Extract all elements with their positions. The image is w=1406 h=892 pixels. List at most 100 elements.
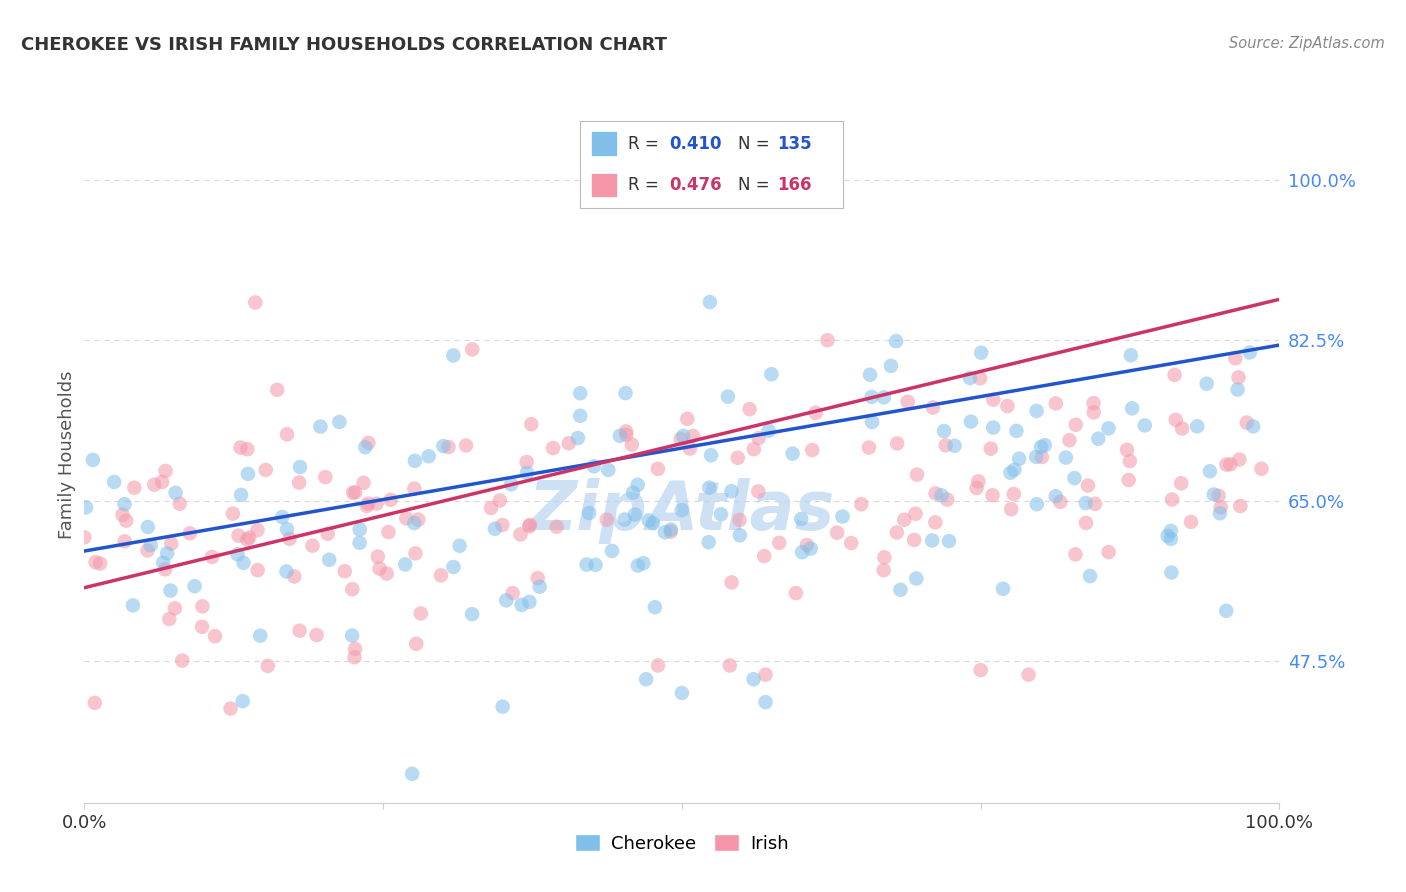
Point (115, 514, 138, 528)
Point (276, 522, 298, 536)
Point (970, 663, 993, 677)
Point (624, 508, 647, 522)
Point (1074, 516, 1097, 530)
Point (1074, 496, 1097, 510)
Point (738, 402, 761, 417)
Point (238, 531, 260, 545)
Point (754, 549, 776, 563)
Point (755, 667, 778, 681)
Point (676, 412, 699, 426)
Point (380, 492, 402, 507)
Point (276, 427, 298, 442)
Point (578, 506, 600, 520)
Point (266, 383, 288, 397)
Point (742, 672, 765, 686)
Point (839, 536, 862, 550)
Point (644, 600, 666, 615)
Point (529, 580, 551, 594)
Point (344, 485, 367, 500)
Point (782, 447, 804, 461)
Point (309, 419, 332, 434)
Point (432, 439, 454, 453)
Point (443, 560, 465, 574)
Point (1199, 464, 1222, 478)
Point (271, 510, 294, 524)
Point (136, 520, 159, 534)
Point (1059, 434, 1081, 448)
Point (395, 511, 418, 525)
Point (316, 526, 339, 541)
Point (83, 696, 105, 710)
Point (627, 558, 650, 573)
Point (232, 694, 254, 708)
Point (720, 575, 742, 590)
Point (1087, 432, 1109, 446)
Point (401, 767, 423, 781)
Point (790, 512, 813, 526)
Point (600, 544, 623, 558)
Point (659, 524, 682, 539)
Point (1227, 370, 1250, 384)
Point (859, 368, 882, 382)
Point (647, 658, 669, 673)
Point (344, 641, 367, 656)
Point (143, 477, 166, 491)
Point (283, 569, 305, 583)
Point (1160, 566, 1182, 580)
Text: CHEROKEE VS IRISH FAMILY HOUSEHOLDS CORRELATION CHART: CHEROKEE VS IRISH FAMILY HOUSEHOLDS CORR… (21, 36, 666, 54)
Point (394, 558, 416, 572)
Point (614, 427, 637, 442)
Point (699, 295, 721, 310)
Point (717, 390, 740, 404)
Point (959, 371, 981, 385)
Point (1097, 421, 1119, 435)
Point (172, 654, 194, 668)
Point (1195, 376, 1218, 391)
Point (672, 429, 695, 443)
Point (318, 552, 340, 566)
Point (340, 628, 363, 642)
Point (357, 497, 380, 511)
Point (288, 460, 311, 475)
Point (1005, 424, 1028, 438)
Point (1119, 454, 1142, 468)
Point (669, 432, 692, 446)
Point (728, 513, 751, 527)
Point (169, 497, 191, 511)
Point (980, 442, 1002, 456)
Point (1031, 450, 1053, 464)
Point (614, 425, 637, 439)
Point (575, 558, 598, 572)
Point (889, 582, 911, 597)
Point (333, 564, 356, 578)
Point (1045, 396, 1067, 410)
Point (1187, 419, 1209, 434)
Point (139, 538, 162, 552)
Point (905, 572, 928, 586)
Point (697, 535, 720, 549)
Point (768, 535, 790, 549)
Point (800, 541, 823, 556)
Point (627, 478, 650, 492)
Point (598, 463, 620, 477)
Point (981, 420, 1004, 434)
Y-axis label: Family Households: Family Households (58, 371, 76, 539)
Point (89, 557, 111, 571)
Point (969, 371, 991, 385)
Point (546, 520, 568, 534)
Point (501, 477, 523, 491)
Point (1049, 495, 1071, 509)
Point (1161, 492, 1184, 507)
Point (748, 431, 770, 445)
Point (409, 607, 432, 621)
Point (328, 415, 350, 429)
Point (353, 475, 375, 490)
Point (1025, 450, 1047, 464)
Point (1226, 383, 1249, 397)
Point (366, 497, 388, 511)
Point (342, 485, 364, 500)
Point (886, 525, 908, 540)
Point (495, 593, 517, 607)
Point (183, 579, 205, 593)
Point (1215, 458, 1237, 472)
